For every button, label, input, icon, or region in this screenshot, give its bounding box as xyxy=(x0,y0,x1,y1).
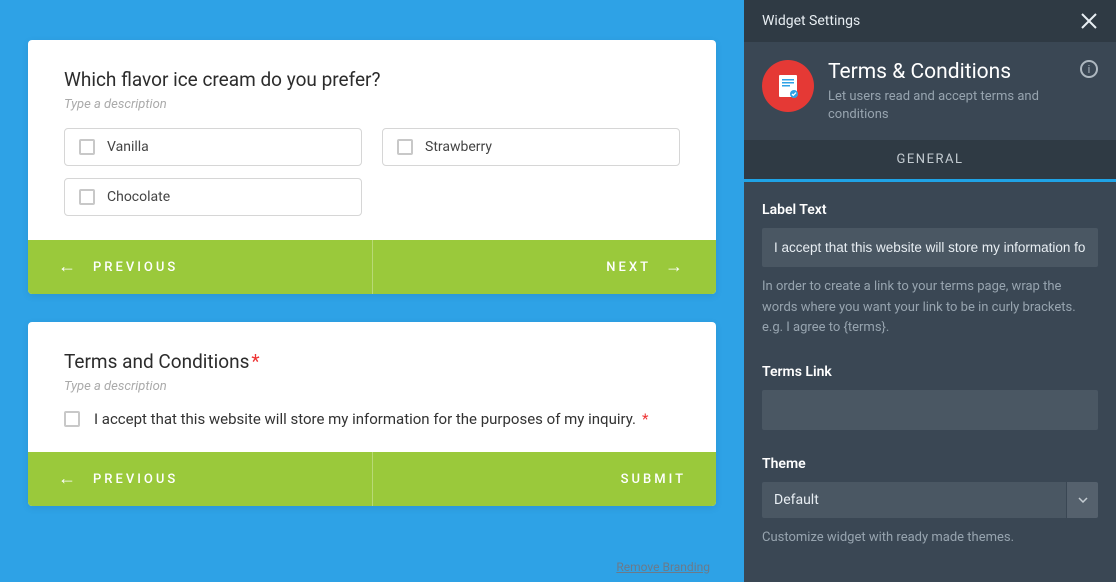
field-label: Theme xyxy=(762,456,1098,472)
field-theme: Theme Default Customize widget with read… xyxy=(762,456,1098,548)
required-asterisk: * xyxy=(642,410,648,428)
option-strawberry[interactable]: Strawberry xyxy=(382,128,680,166)
document-icon xyxy=(762,60,814,112)
checkbox-icon[interactable] xyxy=(397,139,413,155)
required-asterisk: * xyxy=(251,350,259,373)
terms-link-input[interactable] xyxy=(762,390,1098,430)
checkbox-icon[interactable] xyxy=(79,139,95,155)
previous-label: PREVIOUS xyxy=(93,472,178,487)
previous-button[interactable]: ← PREVIOUS xyxy=(28,452,372,506)
tab-general[interactable]: GENERAL xyxy=(744,140,1116,182)
option-label: Strawberry xyxy=(425,139,492,155)
question-card-flavor: Which flavor ice cream do you prefer? Ty… xyxy=(28,40,716,294)
sidebar-title: Widget Settings xyxy=(762,13,860,29)
option-vanilla[interactable]: Vanilla xyxy=(64,128,362,166)
option-label: Vanilla xyxy=(107,139,149,155)
close-icon[interactable] xyxy=(1080,12,1098,30)
field-help-text: Customize widget with ready made themes. xyxy=(762,528,1098,548)
sidebar-header: Widget Settings xyxy=(744,0,1116,42)
question-title: Which flavor ice cream do you prefer? xyxy=(64,68,680,91)
submit-button[interactable]: SUBMIT xyxy=(373,452,717,506)
field-help-text: In order to create a link to your terms … xyxy=(762,277,1098,337)
option-chocolate[interactable]: Chocolate xyxy=(64,178,362,216)
theme-select-value: Default xyxy=(762,482,1066,518)
arrow-right-icon: → xyxy=(665,258,686,276)
arrow-left-icon: ← xyxy=(58,258,79,276)
previous-button[interactable]: ← PREVIOUS xyxy=(28,240,372,294)
arrow-left-icon: ← xyxy=(58,470,79,488)
info-icon[interactable]: i xyxy=(1080,60,1098,78)
nav-bar: ← PREVIOUS NEXT → xyxy=(28,240,716,294)
question-description-placeholder[interactable]: Type a description xyxy=(64,379,680,394)
widget-name: Terms & Conditions xyxy=(828,60,1048,84)
widget-description: Let users read and accept terms and cond… xyxy=(828,88,1048,124)
checkbox-icon[interactable] xyxy=(79,189,95,205)
sidebar-content: Label Text In order to create a link to … xyxy=(744,182,1116,582)
question-card-terms: Terms and Conditions* Type a description… xyxy=(28,322,716,506)
submit-label: SUBMIT xyxy=(621,472,686,487)
checkbox-icon[interactable] xyxy=(64,411,80,427)
field-label: Terms Link xyxy=(762,364,1098,380)
question-title: Terms and Conditions* xyxy=(64,350,680,373)
widget-settings-panel: Widget Settings Terms & Conditions Let u… xyxy=(744,0,1116,582)
form-canvas: Which flavor ice cream do you prefer? Ty… xyxy=(0,0,744,582)
theme-select[interactable]: Default xyxy=(762,482,1098,518)
field-terms-link: Terms Link xyxy=(762,364,1098,430)
terms-accept-text: I accept that this website will store my… xyxy=(94,410,636,428)
chevron-down-icon[interactable] xyxy=(1066,482,1098,518)
field-label-text: Label Text In order to create a link to … xyxy=(762,202,1098,337)
next-button[interactable]: NEXT → xyxy=(373,240,717,294)
previous-label: PREVIOUS xyxy=(93,260,178,275)
option-label: Chocolate xyxy=(107,189,170,205)
label-text-input[interactable] xyxy=(762,228,1098,267)
widget-summary: Terms & Conditions Let users read and ac… xyxy=(744,42,1116,140)
next-label: NEXT xyxy=(606,260,651,275)
terms-accept-row[interactable]: I accept that this website will store my… xyxy=(64,410,680,428)
remove-branding-link[interactable]: Remove Branding xyxy=(616,560,710,574)
field-label: Label Text xyxy=(762,202,1098,218)
question-description-placeholder[interactable]: Type a description xyxy=(64,97,680,112)
nav-bar: ← PREVIOUS SUBMIT xyxy=(28,452,716,506)
